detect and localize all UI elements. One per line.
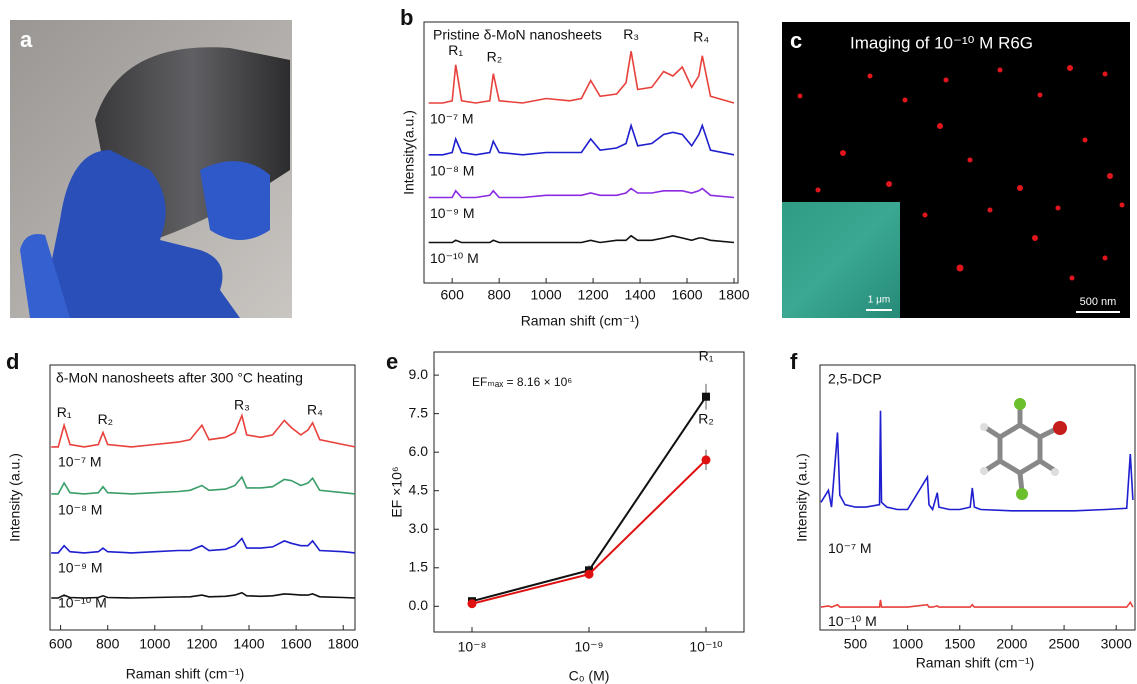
x-tick-label: 500 [844,636,868,652]
peak-label: R₁ [57,404,72,420]
peak-label: R₂ [487,49,503,65]
panel-label: d [6,349,19,374]
figure: a b c Imaging of 10⁻¹⁰ M R6G 1 μm 500 nm… [0,0,1137,684]
x-tick-label: 600 [441,287,465,303]
x-tick-label: 600 [49,636,73,652]
spectrum-line [51,539,355,553]
x-tick-label: 1000 [139,636,170,652]
data-point [702,455,711,464]
y-tick-label: 1.5 [409,558,429,574]
x-tick-label: 1400 [624,287,655,303]
x-tick-label: 10⁻¹⁰ [689,639,723,655]
scale-label: 500 nm [1080,296,1117,308]
series-label: 10⁻⁷ M [430,111,474,127]
spectrum-line [429,189,734,198]
x-tick-label: 1200 [578,287,609,303]
series-label: 10⁻⁹ M [58,560,103,576]
peak-label: R₃ [234,397,250,413]
spectrum-line [429,51,734,103]
series-label: 10⁻¹⁰ M [828,613,877,629]
panel-label: c [790,28,802,53]
x-tick-label: 3000 [1101,636,1132,652]
image-title: Imaging of 10⁻¹⁰ M R6G [850,33,1033,52]
y-tick-label: 4.5 [409,481,429,497]
x-tick-label: 800 [487,287,511,303]
x-tick-label: 10⁻⁸ [458,639,487,655]
panel-label: b [400,5,413,30]
chart-title: Pristine δ-MoN nanosheets [433,27,602,43]
y-tick-label: 7.5 [409,404,429,420]
x-tick-label: 1800 [328,636,359,652]
panel-label: f [790,349,798,374]
y-tick-label: 3.0 [409,520,429,536]
x-tick-label: 2000 [996,636,1027,652]
peak-label: R₃ [623,26,639,42]
y-axis-label: Intensity(a.u.) [401,110,417,195]
x-axis-label: Raman shift (cm⁻¹) [916,655,1035,671]
chart-title: δ-MoN nanosheets after 300 °C heating [56,370,303,386]
y-tick-label: 6.0 [409,443,429,459]
chart-title: 2,5-DCP [828,371,882,387]
x-tick-label: 800 [96,636,120,652]
x-tick-label: 1200 [186,636,217,652]
series-label: 10⁻⁸ M [430,162,474,178]
x-tick-label: 2500 [1048,636,1079,652]
photo [10,20,292,318]
plot-frame [820,365,1135,630]
spectrum-line [429,236,734,243]
x-tick-label: 10⁻⁹ [575,639,604,655]
x-tick-label: 1800 [718,287,749,303]
peak-label: R₄ [693,28,709,44]
series-label: 10⁻⁷ M [828,540,872,556]
x-axis-label: Raman shift (cm⁻¹) [126,666,245,682]
series-label: 10⁻⁷ M [58,454,102,470]
series-label: 10⁻¹⁰ M [430,250,479,266]
x-tick-label: 1600 [671,287,702,303]
peak-label: R₂ [98,411,114,427]
panel-label: e [386,349,398,374]
plot-frame [434,352,744,632]
panel-label: a [20,27,33,52]
microscopy-image [782,22,1130,318]
y-axis-label: Intensity (a.u.) [7,453,23,542]
data-point [585,570,594,579]
peak-label: R₁ [448,42,463,58]
x-tick-label: 1600 [281,636,312,652]
series-label: R₁ [699,347,714,363]
scale-label: 1 μm [868,295,890,306]
spectrum-line [51,477,355,494]
data-line [472,460,706,604]
molecule [980,398,1067,500]
y-tick-label: 0.0 [409,597,429,613]
annotation: EFₘₐₓ = 8.16 × 10⁶ [472,375,572,389]
x-axis-label: Raman shift (cm⁻¹) [521,313,640,329]
spectrum-line [429,126,734,155]
spectrum-line [821,600,1133,607]
x-tick-label: 1000 [531,287,562,303]
data-point [702,393,710,401]
series-label: R₂ [698,411,714,427]
spectrum-line [821,411,1133,511]
peak-label: R₄ [307,401,323,417]
x-tick-label: 1400 [233,636,264,652]
y-tick-label: 9.0 [409,366,429,382]
y-axis-label: EF ×10⁶ [389,466,405,517]
x-tick-label: 1500 [944,636,975,652]
series-label: 10⁻¹⁰ M [58,595,107,611]
y-axis-label: Intensity (a.u.) [794,453,810,542]
series-label: 10⁻⁸ M [58,502,102,518]
series-label: 10⁻⁹ M [430,205,475,221]
x-tick-label: 1000 [892,636,923,652]
x-axis-label: C₀ (M) [569,668,610,684]
data-point [468,599,477,608]
